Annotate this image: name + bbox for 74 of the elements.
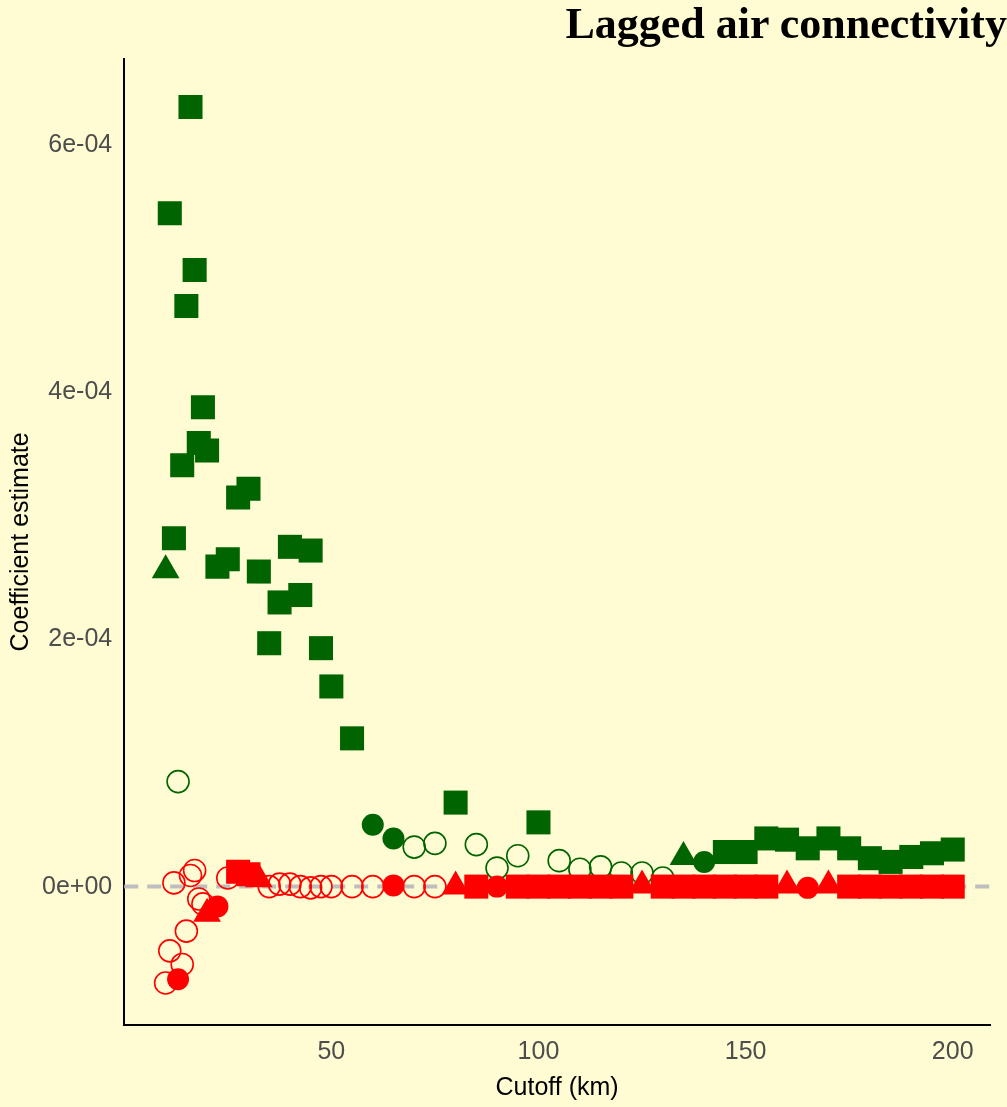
point: [308, 636, 334, 661]
y-tick-label: 2e-04: [48, 623, 113, 652]
point: [754, 874, 779, 899]
point: [178, 94, 203, 120]
point: [162, 871, 186, 895]
point: [182, 258, 207, 283]
point: [361, 813, 384, 836]
point: [486, 875, 509, 898]
point: [278, 872, 302, 896]
point: [309, 874, 333, 899]
point: [174, 293, 199, 318]
point: [526, 810, 551, 835]
point: [257, 631, 282, 656]
point: [693, 850, 716, 873]
y-tick-label: 4e-04: [48, 376, 113, 405]
point: [423, 831, 447, 856]
point: [257, 874, 281, 899]
point: [402, 874, 426, 899]
point: [443, 790, 468, 815]
point: [298, 538, 323, 563]
point: [246, 559, 271, 584]
point: [505, 843, 530, 868]
point: [170, 952, 195, 977]
point: [178, 863, 203, 888]
point: [340, 726, 365, 751]
point: [837, 836, 862, 861]
point: [195, 438, 220, 463]
point: [423, 874, 447, 899]
y-axis-title: Coefficient estimate: [4, 432, 33, 652]
x-tick-label: 150: [724, 1035, 767, 1064]
point: [288, 583, 313, 608]
point: [182, 858, 207, 883]
point: [157, 201, 182, 226]
point: [186, 887, 211, 911]
point: [161, 526, 186, 551]
point: [267, 872, 292, 896]
chart-title: Lagged air connectivity: [565, 0, 1007, 48]
point: [166, 769, 190, 794]
x-axis-title: Cutoff (km): [495, 1071, 619, 1100]
point: [464, 874, 489, 899]
point: [360, 874, 385, 899]
point: [609, 874, 634, 899]
point: [940, 837, 965, 862]
point: [215, 547, 240, 572]
point: [382, 827, 405, 850]
point: [382, 874, 405, 897]
point: [402, 835, 426, 859]
point: [157, 939, 182, 963]
point: [319, 674, 344, 699]
point: [940, 874, 965, 899]
point: [170, 453, 195, 478]
point: [236, 476, 261, 501]
point: [485, 856, 509, 880]
point: [298, 876, 323, 900]
y-tick-label: 0e+00: [42, 870, 113, 899]
point: [191, 892, 215, 916]
point: [775, 827, 800, 852]
point: [340, 874, 364, 899]
point: [288, 874, 313, 899]
point: [319, 874, 344, 899]
y-tick-label: 6e-04: [48, 129, 113, 158]
point: [816, 826, 841, 851]
point: [733, 840, 758, 865]
x-tick-label: 200: [931, 1035, 974, 1064]
x-tick-label: 100: [517, 1035, 560, 1064]
point: [215, 866, 240, 890]
point: [547, 848, 571, 873]
point: [153, 971, 178, 995]
point: [174, 919, 199, 943]
point: [795, 836, 820, 861]
point: [190, 395, 215, 420]
x-tick-label: 50: [317, 1035, 346, 1064]
point: [464, 832, 489, 857]
point: [796, 876, 819, 899]
